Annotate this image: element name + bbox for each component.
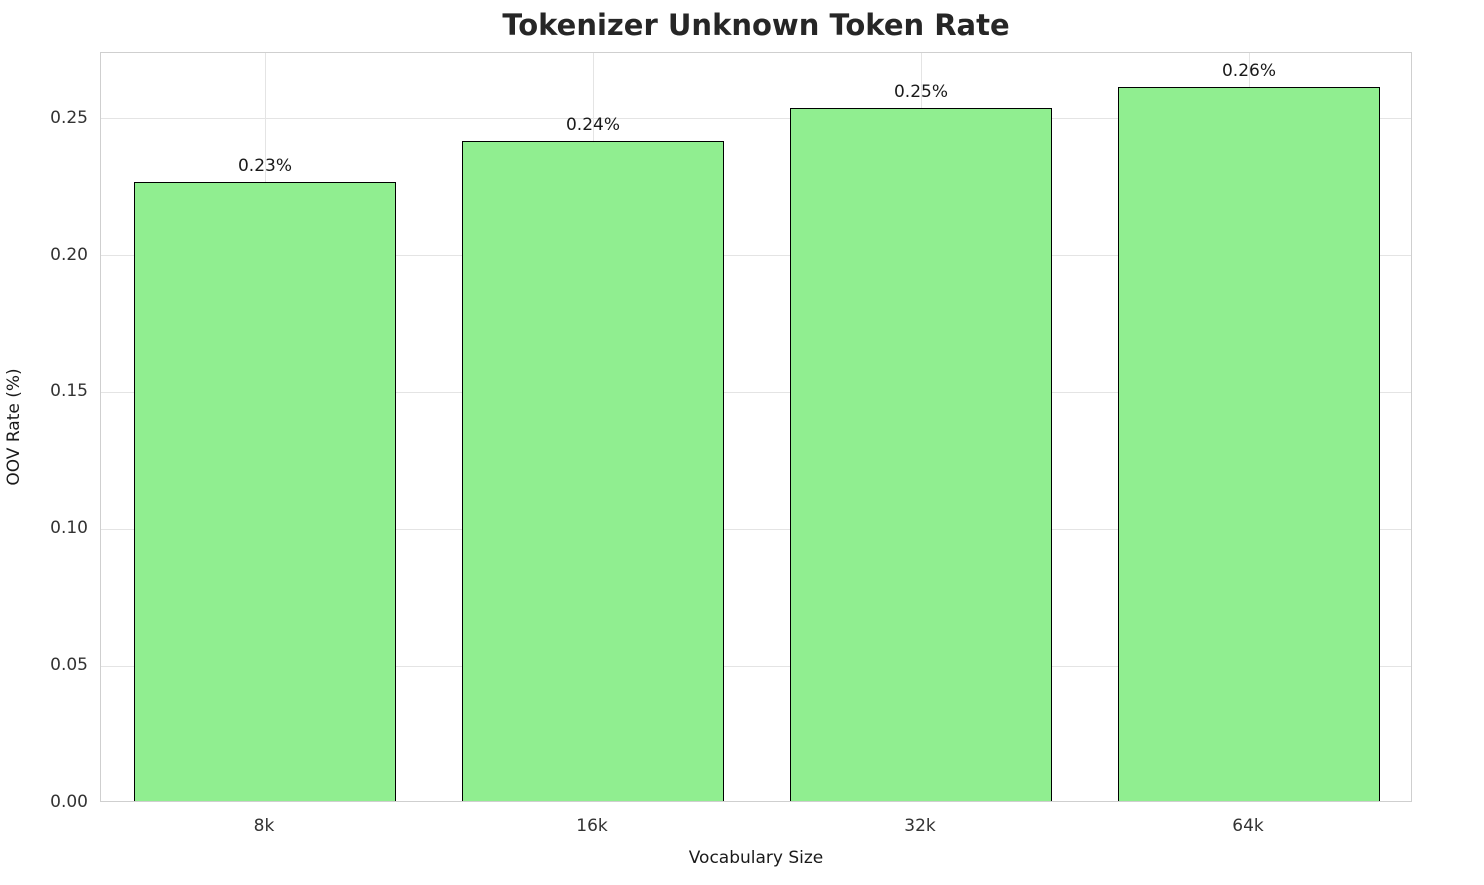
h-gridline (101, 391, 1411, 393)
y-tick-label: 0.25 (50, 107, 88, 128)
y-tick-label: 0.20 (50, 244, 88, 265)
y-tick-label: 0.15 (50, 381, 88, 402)
y-tick-label: 0.00 (50, 792, 88, 812)
bar-value-label: 0.24% (565, 115, 621, 136)
y-tick-label: 0.10 (50, 518, 88, 539)
bar-16k (461, 141, 725, 801)
bar-value-label: 0.23% (237, 156, 293, 177)
bar-value-label: 0.26% (1221, 60, 1277, 81)
x-tick-label-64k: 64k (1232, 816, 1264, 836)
y-axis-label: OOV Rate (%) (4, 368, 24, 486)
x-axis-label: Vocabulary Size (688, 848, 824, 868)
bar-value-label: 0.25% (893, 82, 949, 103)
bar-32k (789, 108, 1053, 801)
plot-area: 0.23% 0.24% 0.25% 0.26% (100, 52, 1412, 802)
y-tick-label: 0.05 (50, 655, 88, 676)
h-gridline (101, 118, 1411, 120)
h-gridline (101, 255, 1411, 257)
bar-8k (133, 182, 397, 801)
x-tick-label-32k: 32k (904, 816, 936, 836)
chart-title: Tokenizer Unknown Token Rate (502, 8, 1010, 42)
x-tick-label-16k: 16k (576, 816, 608, 836)
x-tick-label-8k: 8k (253, 816, 275, 836)
h-gridline (101, 528, 1411, 530)
h-gridline (101, 665, 1411, 667)
bar-64k (1117, 86, 1381, 801)
